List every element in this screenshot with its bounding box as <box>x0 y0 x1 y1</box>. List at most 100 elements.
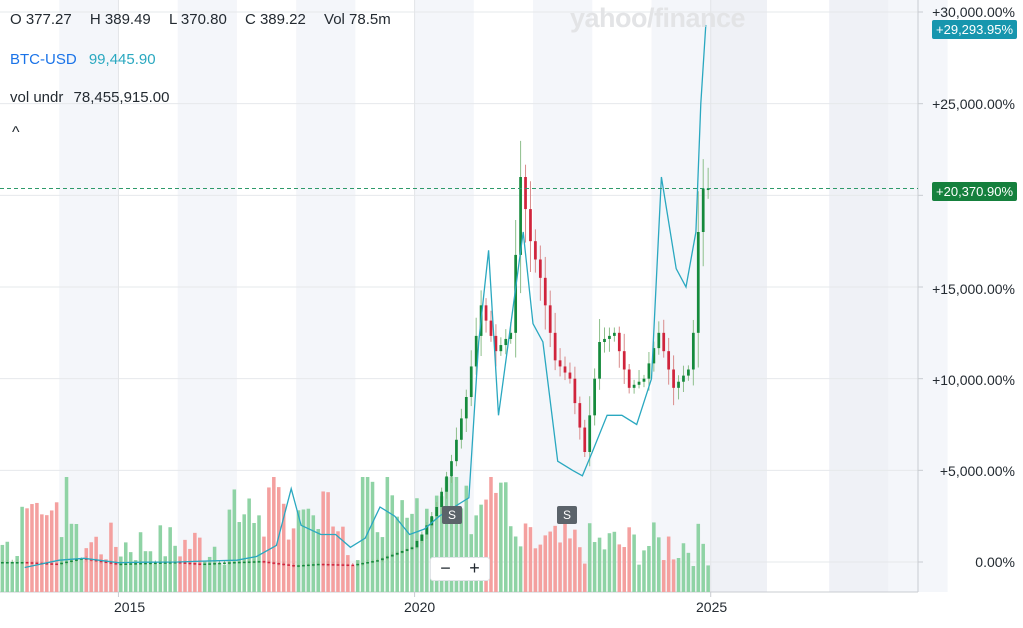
candle-body <box>144 562 147 565</box>
candle-body <box>484 305 488 321</box>
zoom-out-button[interactable]: − <box>440 558 451 578</box>
candle-body <box>617 332 621 352</box>
volume-bar <box>45 515 49 592</box>
candle-body <box>563 366 567 373</box>
split-event-marker[interactable]: S <box>442 506 462 524</box>
year-band <box>533 0 593 592</box>
y-tick-label: +25,000.00% <box>932 96 1015 112</box>
collapse-legend-icon[interactable]: ^ <box>12 124 20 141</box>
zoom-control: − + <box>430 557 490 581</box>
volume-bar <box>681 543 686 592</box>
volume-bar <box>568 538 572 592</box>
volume-bar <box>652 522 656 592</box>
candle-body <box>311 564 315 566</box>
volume-bar <box>582 563 587 592</box>
candle-body <box>509 332 513 339</box>
volume-bar <box>321 491 325 592</box>
candle-body <box>341 564 345 566</box>
volume-bar <box>706 565 710 592</box>
close-value: C 389.22 <box>244 11 306 28</box>
volume-bar <box>602 549 607 592</box>
candle-body <box>188 562 192 565</box>
candle-body <box>326 563 330 566</box>
candle-body <box>242 561 246 564</box>
volume-bar <box>54 502 59 592</box>
candle-body <box>706 188 710 191</box>
candle-body <box>524 177 527 210</box>
volume-bar <box>163 556 168 592</box>
candle-body <box>568 372 572 379</box>
candle-body <box>346 564 350 566</box>
volume-bar <box>573 529 577 592</box>
candle-body <box>400 551 404 553</box>
candle-body <box>307 564 310 567</box>
volume-bar <box>464 485 469 592</box>
volume-bar <box>20 506 24 592</box>
volume-bar <box>188 548 192 592</box>
candle-body <box>193 563 197 565</box>
volume-bar <box>40 514 44 592</box>
split-event-marker[interactable]: S <box>557 506 577 524</box>
candle-body <box>529 209 532 242</box>
volume-bar <box>276 487 281 592</box>
candle-body <box>415 540 419 548</box>
volume-bar <box>523 523 528 592</box>
candle-body <box>534 241 537 260</box>
candle-body <box>75 559 78 561</box>
volume-bar <box>272 477 276 592</box>
candle-body <box>622 351 626 370</box>
candle-body <box>356 563 360 566</box>
volume-bar <box>647 545 651 592</box>
candle-body <box>499 345 503 352</box>
volume-bar <box>558 542 562 592</box>
volume-bar <box>84 548 89 592</box>
candle-body <box>440 491 443 507</box>
candle-body <box>573 378 577 404</box>
candle-body <box>223 562 226 565</box>
candle-body <box>94 559 98 562</box>
candle-body <box>637 381 641 385</box>
volume-bar <box>494 492 498 592</box>
candle-body <box>662 332 666 352</box>
comparison-last-badge: +29,293.95% <box>932 20 1017 39</box>
volume-bar <box>642 550 646 592</box>
volume-bar <box>454 477 459 592</box>
volume-bar <box>143 551 148 592</box>
volume-bar <box>99 554 103 592</box>
candle-body <box>1 562 4 564</box>
candle-body <box>237 561 241 564</box>
candle-body <box>460 418 463 440</box>
candle-body <box>104 561 108 563</box>
volume-bar <box>405 517 409 592</box>
candle-body <box>425 525 429 535</box>
volume-bar <box>661 560 666 592</box>
candle-body <box>395 552 399 555</box>
volume-bar <box>262 536 266 592</box>
low-value: L 370.80 <box>168 11 227 28</box>
candle-body <box>218 562 221 565</box>
volume-bar <box>183 539 187 592</box>
volume-bar <box>49 510 54 592</box>
candle-body <box>598 342 601 379</box>
candle-body <box>632 384 636 388</box>
volume-bar <box>133 560 138 592</box>
candle-body <box>158 562 162 564</box>
comparison-legend[interactable]: BTC-USD 99,445.90 <box>10 51 156 68</box>
zoom-in-button[interactable]: + <box>469 558 480 578</box>
candle-body <box>213 563 216 565</box>
candle-body <box>691 332 695 370</box>
volume-bar <box>227 509 232 592</box>
volume-bar <box>326 492 330 592</box>
volume-bar <box>592 542 597 592</box>
candle-body <box>163 562 167 564</box>
candle-body <box>45 563 49 565</box>
candle-body <box>588 415 592 452</box>
volume-underlay-legend[interactable]: vol undr 78,455,915.00 <box>10 89 169 106</box>
volume-bar <box>301 509 306 592</box>
volume-bar <box>444 477 449 592</box>
candle-body <box>583 427 587 452</box>
comparison-symbol[interactable]: BTC-USD <box>10 51 77 68</box>
volume-bar <box>128 552 133 592</box>
candle-body <box>558 360 562 367</box>
